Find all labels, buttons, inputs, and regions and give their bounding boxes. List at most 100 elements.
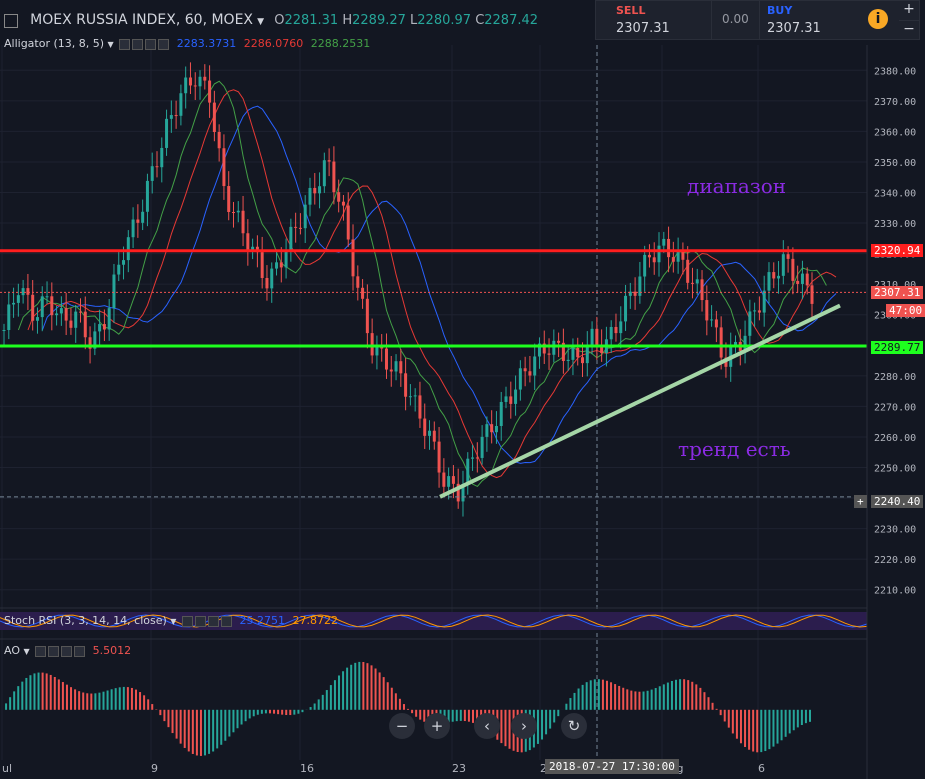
candle-body — [418, 395, 422, 419]
candle-body — [341, 201, 345, 206]
symbol-title[interactable]: MOEX RUSSIA INDEX, 60, MOEX — [30, 12, 253, 28]
candle-body — [88, 337, 92, 349]
alligator-label: Alligator (13, 8, 5) — [4, 37, 105, 50]
candle-body — [208, 80, 212, 103]
candle-body — [361, 287, 365, 299]
level-lines — [0, 249, 867, 499]
visibility-icon[interactable] — [119, 38, 131, 50]
candle-body — [485, 424, 489, 437]
symbol-dropdown-icon[interactable]: ▼ — [257, 17, 265, 27]
zoom-out-button[interactable]: − — [389, 713, 415, 739]
y-tick-label: 2280.00 — [874, 372, 916, 383]
candle-body — [265, 277, 269, 289]
grid — [0, 45, 867, 760]
ao-pane: -20.00000.000020.000040.0000 — [0, 638, 925, 756]
candle-body — [595, 328, 599, 345]
candle-body — [686, 259, 690, 283]
candle-body — [251, 246, 255, 252]
scroll-right-button[interactable]: › — [511, 713, 537, 739]
dropdown-icon[interactable]: ▼ — [170, 617, 177, 626]
candle-body — [389, 369, 393, 372]
range-annotation: диапазон — [687, 174, 787, 198]
menu-icon[interactable] — [4, 13, 18, 28]
ao-legend[interactable]: AO ▼ 5.5012 — [4, 644, 131, 657]
candle-body — [112, 274, 116, 309]
candle-body — [657, 245, 661, 263]
crosshair-plus-button[interactable]: + — [854, 495, 867, 508]
zoom-in-button[interactable]: + — [424, 713, 450, 739]
stoch-d-value: 27.8722 — [292, 614, 338, 627]
sell-button[interactable]: SELL 2307.31 — [596, 1, 712, 39]
candle-body — [667, 238, 671, 258]
reset-chart-button[interactable]: ↻ — [561, 713, 587, 739]
candle-body — [7, 304, 11, 330]
candle-body — [298, 227, 302, 229]
y-tick-label: 2350.00 — [874, 158, 916, 169]
candle-body — [150, 166, 154, 181]
candle-body — [212, 102, 216, 132]
candle-body — [437, 441, 441, 473]
candle-body — [83, 311, 87, 338]
visibility-icon[interactable] — [35, 645, 47, 657]
candle-body — [26, 288, 30, 295]
candle-body — [107, 308, 111, 330]
visibility-icon[interactable] — [181, 615, 193, 627]
dropdown-icon[interactable]: ▼ — [23, 647, 30, 656]
candle-body — [714, 319, 718, 328]
candle-body — [327, 160, 331, 162]
settings-icon[interactable] — [132, 38, 144, 50]
candle-body — [78, 311, 82, 313]
close-icon[interactable] — [74, 645, 86, 657]
candle-body — [294, 226, 298, 228]
add-icon[interactable] — [61, 645, 73, 657]
candle-body — [494, 425, 498, 433]
alligator-teeth-line — [27, 89, 837, 479]
alligator-legend[interactable]: Alligator (13, 8, 5) ▼ 2283.3731 2286.07… — [4, 37, 370, 50]
stoch-d-line — [0, 614, 868, 628]
candle-body — [69, 320, 73, 328]
dropdown-icon[interactable]: ▼ — [107, 40, 114, 49]
candle-body — [800, 273, 804, 284]
candle-body — [303, 204, 307, 229]
settings-icon[interactable] — [48, 645, 60, 657]
add-icon[interactable] — [145, 38, 157, 50]
candle-body — [35, 317, 39, 321]
candle-body — [652, 257, 656, 263]
candle-body — [499, 401, 503, 426]
candle-body — [275, 262, 279, 269]
candle-body — [633, 291, 637, 296]
buy-price: 2307.31 — [767, 21, 821, 36]
candle-body — [241, 210, 245, 234]
buy-label: BUY — [767, 4, 793, 17]
y-tick-label: 2360.00 — [874, 127, 916, 138]
candle-body — [131, 219, 135, 238]
candle-body — [753, 310, 757, 312]
candle-body — [695, 279, 699, 284]
info-icon[interactable]: i — [868, 9, 888, 29]
candle-body — [614, 326, 618, 334]
open-value: 2281.31 — [284, 13, 339, 28]
candle-body — [236, 210, 240, 213]
candle-body — [805, 273, 809, 286]
close-icon[interactable] — [158, 38, 170, 50]
candle-body — [102, 324, 106, 330]
candle-body — [442, 472, 446, 487]
buy-button[interactable]: BUY 2307.31 — [759, 1, 860, 39]
y-tick-label: 2260.00 — [874, 433, 916, 444]
settings-icon[interactable] — [194, 615, 206, 627]
add-icon[interactable] — [207, 615, 219, 627]
y-tick-label: 2220.00 — [874, 555, 916, 566]
candle-body — [791, 258, 795, 281]
candle-body — [227, 186, 231, 212]
stoch-legend[interactable]: Stoch RSI (3, 3, 14, 14, close) ▼ 25.275… — [4, 614, 338, 627]
scroll-left-button[interactable]: ‹ — [474, 713, 500, 739]
minus-button[interactable]: − — [903, 21, 915, 37]
plus-button[interactable]: + — [899, 1, 919, 21]
candle-body — [12, 302, 16, 305]
spread-value: 0.00 — [722, 12, 749, 26]
close-icon[interactable] — [220, 615, 232, 627]
candle-body — [246, 233, 250, 252]
price-axis — [867, 45, 925, 779]
y-tick-label: 2380.00 — [874, 66, 916, 77]
